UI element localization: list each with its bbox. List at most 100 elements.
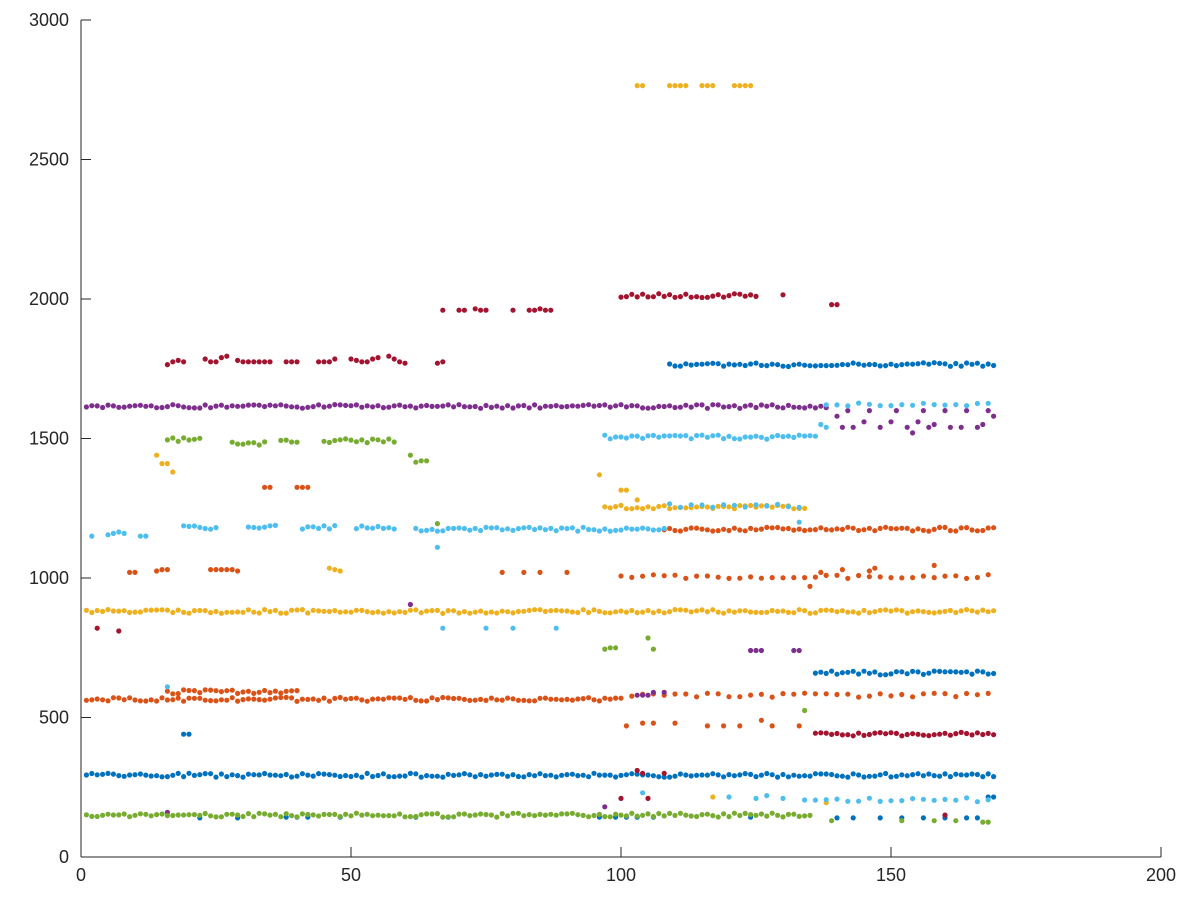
data-point [510,625,516,631]
data-point [305,484,311,490]
data-point [359,523,365,529]
data-point [683,402,689,408]
data-point [283,811,289,817]
data-point [872,565,878,571]
data-point [375,437,381,443]
data-point [564,569,570,576]
data-point [775,608,781,615]
data-point [353,357,359,363]
data-point [661,689,667,696]
data-point [494,403,500,409]
data-point [645,433,651,439]
data-point [931,360,937,366]
data-point [699,502,705,508]
data-point [418,812,424,818]
data-point [170,609,176,616]
data-point [964,669,970,675]
data-point [154,405,160,411]
data-point [548,772,554,778]
data-point [445,402,451,408]
data-point [121,697,127,703]
data-point [839,424,846,430]
data-point [310,812,316,818]
data-point [791,772,797,778]
data-point [245,696,251,702]
data-point [127,695,133,701]
data-point [796,526,802,532]
data-point [710,402,716,408]
data-point [785,774,792,780]
data-point [289,813,295,819]
data-point [418,528,424,534]
data-point [742,293,748,299]
data-point [148,773,154,779]
data-point [348,773,354,780]
data-point [656,403,662,409]
data-point [974,400,981,407]
data-point [829,302,835,308]
data-point [796,813,802,820]
data-point [170,435,176,441]
data-point [931,562,937,569]
data-point [985,361,991,367]
data-point [677,294,684,300]
data-point [532,307,538,313]
data-point [629,771,635,777]
data-point [116,695,122,701]
data-point [532,773,538,779]
data-point [974,360,981,366]
data-point [521,813,527,819]
data-point [899,733,905,739]
data-point [694,608,700,614]
data-point [494,814,500,820]
data-point [164,362,170,368]
data-point [294,607,300,613]
data-point [791,404,797,410]
axes: 0 50 100 150 200 0 500 1000 1500 2000 2500 3000 [29,10,1176,885]
data-point [510,610,516,616]
data-point [672,363,678,369]
data-point [650,432,657,438]
data-point [856,361,862,367]
data-point [575,696,581,702]
data-point [769,772,775,778]
data-point [748,609,754,615]
data-point [164,437,170,443]
data-point [218,697,224,703]
data-point [283,437,289,443]
data-point [748,574,754,580]
data-point [818,362,824,369]
data-point [235,773,241,779]
data-point [472,812,478,818]
data-point [224,609,230,615]
data-point [964,360,970,366]
data-point [974,574,981,581]
data-point [672,527,678,534]
data-point [618,695,624,701]
data-point [942,408,948,414]
data-point [467,527,473,533]
data-point [926,670,932,676]
data-point [451,404,457,410]
data-point [402,360,408,366]
data-point [461,771,467,777]
data-point [769,810,775,816]
data-point [910,361,916,367]
data-point [802,405,808,411]
data-point [105,811,111,817]
data-point [515,608,522,615]
data-point [456,695,462,701]
data-point [839,526,846,533]
data-point [683,526,689,532]
data-point [402,696,408,702]
data-point [748,502,754,509]
series-5 [83,435,991,825]
data-point [348,695,354,702]
data-point [413,459,419,465]
data-point [137,609,143,615]
data-point [640,609,646,615]
data-point [753,404,759,411]
data-point [208,405,214,411]
data-point [418,698,424,704]
data-point [375,403,381,409]
